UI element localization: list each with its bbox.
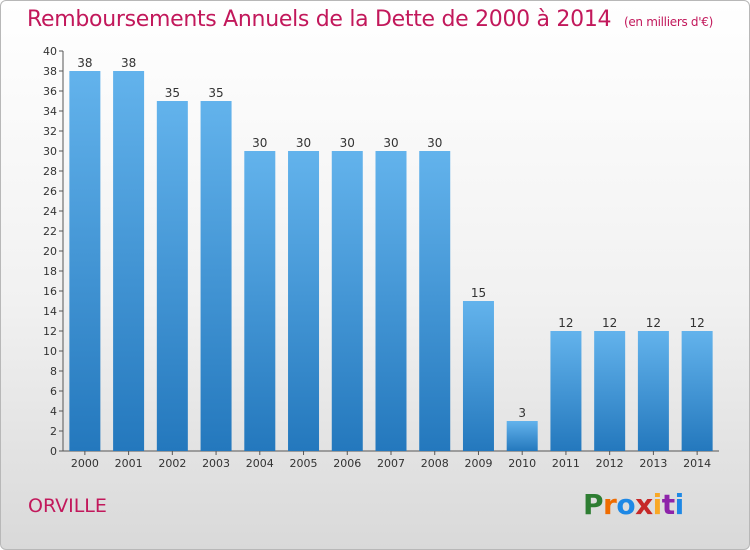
x-axis: 2000 2001 2002 2003 2004 2005 2006 2007 2008 2009…: [63, 450, 719, 470]
data-label-2002: 35: [165, 86, 180, 100]
y-tick-label: 12: [43, 325, 57, 338]
x-tick-label-2004: 2004: [246, 457, 274, 470]
bar-2007: [375, 151, 407, 451]
bar-2000: [69, 71, 101, 451]
bars: 38 38 35 35 30 30 30 30 30 15 3 12 12 12 12: [69, 56, 713, 451]
y-tick-label: 10: [43, 345, 57, 358]
data-label-2014: 12: [689, 316, 704, 330]
x-tick-label-2011: 2011: [552, 457, 580, 470]
y-tick-label: 26: [43, 185, 57, 198]
x-tick-label-2006: 2006: [333, 457, 361, 470]
chart-title: Remboursements Annuels de la Dette de 20…: [27, 7, 713, 32]
chart-title-text: Remboursements Annuels de la Dette de 20…: [27, 7, 612, 32]
logo-letter: t: [661, 488, 675, 521]
data-label-2004: 30: [252, 136, 267, 150]
y-tick-label: 34: [43, 105, 57, 118]
data-label-2013: 12: [646, 316, 661, 330]
bar-2004: [244, 151, 276, 451]
x-tick-label-2009: 2009: [464, 457, 492, 470]
bar-2014: [681, 331, 713, 451]
logo-letter: r: [603, 488, 617, 521]
x-tick-label-2008: 2008: [421, 457, 449, 470]
proxiti-logo: Proxiti: [583, 488, 684, 521]
bar-2011: [550, 331, 582, 451]
y-tick-label: 14: [43, 305, 57, 318]
chart-unit: (en milliers d'€): [623, 15, 713, 29]
logo-letter: i: [652, 488, 663, 521]
data-label-2000: 38: [77, 56, 92, 70]
data-label-2009: 15: [471, 286, 486, 300]
data-label-2006: 30: [340, 136, 355, 150]
y-tick-label: 20: [43, 245, 57, 258]
data-label-2011: 12: [558, 316, 573, 330]
data-label-2007: 30: [383, 136, 398, 150]
y-tick-label: 32: [43, 125, 57, 138]
x-tick-label-2014: 2014: [683, 457, 711, 470]
x-tick-label-2001: 2001: [115, 457, 143, 470]
data-label-2003: 35: [208, 86, 223, 100]
commune-name: ORVILLE: [28, 495, 107, 517]
y-tick-label: 24: [43, 205, 57, 218]
data-label-2008: 30: [427, 136, 442, 150]
bar-2012: [594, 331, 626, 451]
logo-letter: P: [583, 488, 604, 521]
y-tick-label: 0: [50, 445, 57, 458]
bar-2001: [113, 71, 145, 451]
y-tick-label: 16: [43, 285, 57, 298]
data-label-2001: 38: [121, 56, 136, 70]
x-tick-label-2002: 2002: [158, 457, 186, 470]
bar-2010: [506, 421, 538, 451]
data-label-2012: 12: [602, 316, 617, 330]
y-tick-label: 8: [50, 365, 57, 378]
x-tick-label-2000: 2000: [71, 457, 99, 470]
y-tick-label: 4: [50, 405, 57, 418]
y-tick-label: 18: [43, 265, 57, 278]
y-tick-label: 30: [43, 145, 57, 158]
y-tick-label: 22: [43, 225, 57, 238]
x-tick-label-2012: 2012: [596, 457, 624, 470]
x-tick-label-2010: 2010: [508, 457, 536, 470]
x-tick-label-2007: 2007: [377, 457, 405, 470]
y-tick-label: 36: [43, 85, 57, 98]
y-tick-label: 28: [43, 165, 57, 178]
logo-letter: x: [635, 488, 653, 521]
bar-2005: [288, 151, 320, 451]
x-tick-label-2003: 2003: [202, 457, 230, 470]
x-tick-label-2005: 2005: [290, 457, 318, 470]
x-tick-label-2013: 2013: [639, 457, 667, 470]
y-tick-label: 40: [43, 45, 57, 58]
data-label-2010: 3: [518, 406, 526, 420]
logo-letter: i: [674, 488, 685, 521]
bar-2009: [462, 301, 494, 451]
y-tick-label: 38: [43, 65, 57, 78]
bar-2006: [331, 151, 363, 451]
bar-2002: [156, 101, 188, 451]
logo-letter: o: [616, 488, 636, 521]
y-tick-label: 2: [50, 425, 57, 438]
data-label-2005: 30: [296, 136, 311, 150]
bar-2003: [200, 101, 232, 451]
y-tick-label: 6: [50, 385, 57, 398]
bar-2008: [419, 151, 451, 451]
bar-2013: [637, 331, 669, 451]
